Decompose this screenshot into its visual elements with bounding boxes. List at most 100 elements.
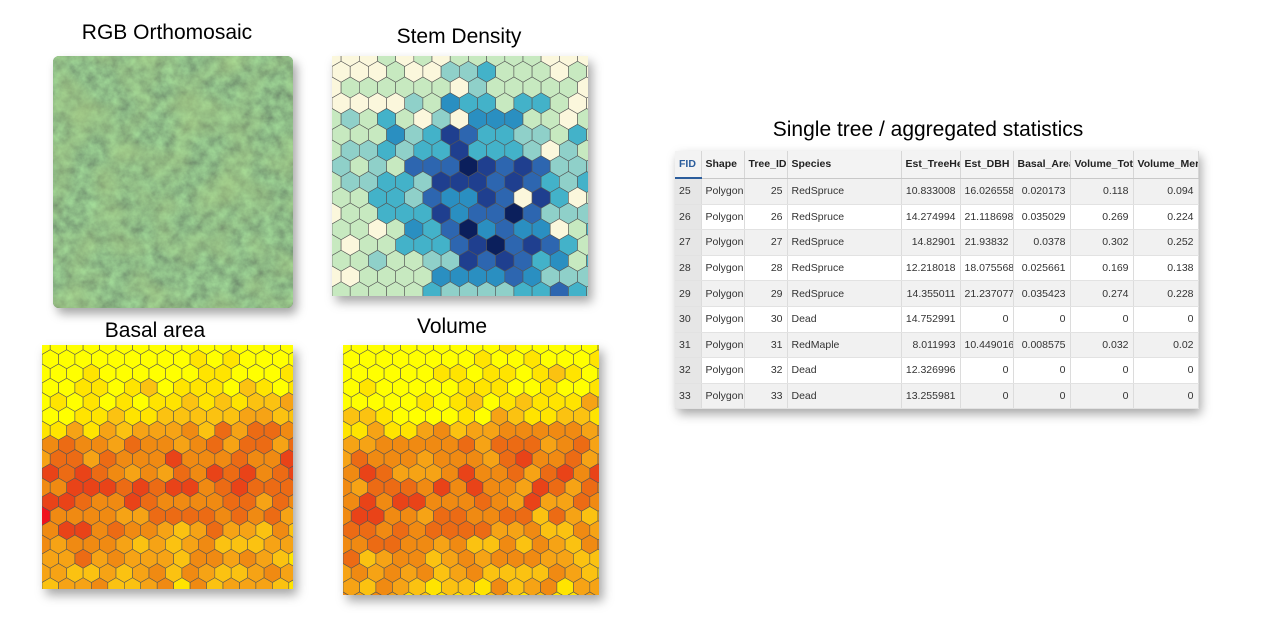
- cell-basal-area[interactable]: 0.020173: [1013, 178, 1071, 205]
- table-row[interactable]: 26 Polygon 26 RedSpruce 14.274994 21.118698 0.…: [675, 204, 1199, 231]
- cell-tree-id[interactable]: 27: [744, 229, 788, 256]
- cell-species[interactable]: Dead: [787, 306, 902, 333]
- cell-species[interactable]: RedSpruce: [787, 280, 902, 307]
- cell-fid[interactable]: 25: [675, 178, 702, 205]
- cell-tree-id[interactable]: 25: [744, 178, 788, 205]
- cell-fid[interactable]: 32: [675, 357, 702, 384]
- cell-tree-id[interactable]: 31: [744, 332, 788, 359]
- table-row[interactable]: 33 Polygon 33 Dead 13.255981 0 0 0 0: [675, 383, 1199, 410]
- column-header-tree-id[interactable]: Tree_ID: [744, 151, 788, 179]
- table-row[interactable]: 31 Polygon 31 RedMaple 8.011993 10.449016 0.00…: [675, 332, 1199, 359]
- cell-species[interactable]: Dead: [787, 383, 902, 410]
- column-header-species[interactable]: Species: [787, 151, 902, 179]
- cell-volume-tot[interactable]: 0.302: [1070, 229, 1134, 256]
- cell-est-dbh[interactable]: 16.026558: [960, 178, 1014, 205]
- cell-volume-mer[interactable]: 0: [1133, 306, 1199, 333]
- cell-est-treehe[interactable]: 12.326996: [901, 357, 961, 384]
- cell-basal-area[interactable]: 0.0378: [1013, 229, 1071, 256]
- cell-est-dbh[interactable]: 10.449016: [960, 332, 1014, 359]
- cell-basal-area[interactable]: 0.035029: [1013, 204, 1071, 231]
- cell-volume-mer[interactable]: 0.228: [1133, 280, 1199, 307]
- cell-shape[interactable]: Polygon: [701, 357, 745, 384]
- cell-volume-mer[interactable]: 0: [1133, 383, 1199, 410]
- cell-shape[interactable]: Polygon: [701, 255, 745, 282]
- cell-basal-area[interactable]: 0: [1013, 357, 1071, 384]
- cell-fid[interactable]: 27: [675, 229, 702, 256]
- cell-shape[interactable]: Polygon: [701, 383, 745, 410]
- cell-est-treehe[interactable]: 10.833008: [901, 178, 961, 205]
- cell-fid[interactable]: 28: [675, 255, 702, 282]
- cell-species[interactable]: RedSpruce: [787, 255, 902, 282]
- cell-volume-tot[interactable]: 0.274: [1070, 280, 1134, 307]
- cell-species[interactable]: RedSpruce: [787, 204, 902, 231]
- table-row[interactable]: 30 Polygon 30 Dead 14.752991 0 0 0 0: [675, 306, 1199, 333]
- cell-tree-id[interactable]: 32: [744, 357, 788, 384]
- cell-basal-area[interactable]: 0: [1013, 383, 1071, 410]
- cell-volume-tot[interactable]: 0.169: [1070, 255, 1134, 282]
- cell-est-dbh[interactable]: 21.237077: [960, 280, 1014, 307]
- cell-basal-area[interactable]: 0.008575: [1013, 332, 1071, 359]
- table-row[interactable]: 28 Polygon 28 RedSpruce 12.218018 18.075568 0.…: [675, 255, 1199, 282]
- cell-volume-mer[interactable]: 0.138: [1133, 255, 1199, 282]
- cell-volume-mer[interactable]: 0.252: [1133, 229, 1199, 256]
- cell-tree-id[interactable]: 29: [744, 280, 788, 307]
- cell-est-treehe[interactable]: 12.218018: [901, 255, 961, 282]
- cell-shape[interactable]: Polygon: [701, 332, 745, 359]
- cell-volume-tot[interactable]: 0.032: [1070, 332, 1134, 359]
- cell-est-dbh[interactable]: 0: [960, 357, 1014, 384]
- column-header-shape[interactable]: Shape: [701, 151, 745, 179]
- cell-tree-id[interactable]: 30: [744, 306, 788, 333]
- cell-est-treehe[interactable]: 14.274994: [901, 204, 961, 231]
- cell-est-dbh[interactable]: 21.93832: [960, 229, 1014, 256]
- column-header-fid[interactable]: FID: [675, 151, 702, 179]
- cell-species[interactable]: RedSpruce: [787, 178, 902, 205]
- cell-est-dbh[interactable]: 0: [960, 383, 1014, 410]
- cell-est-dbh[interactable]: 21.118698: [960, 204, 1014, 231]
- column-header-volume-tot[interactable]: Volume_Tot: [1070, 151, 1134, 179]
- cell-est-dbh[interactable]: 18.075568: [960, 255, 1014, 282]
- table-row[interactable]: 32 Polygon 32 Dead 12.326996 0 0 0 0: [675, 357, 1199, 384]
- cell-est-treehe[interactable]: 14.82901: [901, 229, 961, 256]
- cell-fid[interactable]: 33: [675, 383, 702, 410]
- cell-basal-area[interactable]: 0.025661: [1013, 255, 1071, 282]
- table-row[interactable]: 27 Polygon 27 RedSpruce 14.82901 21.93832 0.03…: [675, 229, 1199, 256]
- cell-fid[interactable]: 26: [675, 204, 702, 231]
- cell-tree-id[interactable]: 33: [744, 383, 788, 410]
- cell-shape[interactable]: Polygon: [701, 229, 745, 256]
- cell-tree-id[interactable]: 26: [744, 204, 788, 231]
- cell-tree-id[interactable]: 28: [744, 255, 788, 282]
- cell-est-treehe[interactable]: 8.011993: [901, 332, 961, 359]
- cell-shape[interactable]: Polygon: [701, 306, 745, 333]
- cell-basal-area[interactable]: 0.035423: [1013, 280, 1071, 307]
- cell-volume-tot[interactable]: 0.269: [1070, 204, 1134, 231]
- cell-shape[interactable]: Polygon: [701, 280, 745, 307]
- cell-volume-mer[interactable]: 0: [1133, 357, 1199, 384]
- cell-fid[interactable]: 31: [675, 332, 702, 359]
- cell-est-treehe[interactable]: 13.255981: [901, 383, 961, 410]
- cell-est-treehe[interactable]: 14.355011: [901, 280, 961, 307]
- table-row[interactable]: 25 Polygon 25 RedSpruce 10.833008 16.026558 0.…: [675, 178, 1199, 205]
- cell-species[interactable]: RedSpruce: [787, 229, 902, 256]
- column-header-basal-area[interactable]: Basal_Area: [1013, 151, 1071, 179]
- cell-volume-tot[interactable]: 0.118: [1070, 178, 1134, 205]
- column-header-est-treehe[interactable]: Est_TreeHe: [901, 151, 961, 179]
- cell-shape[interactable]: Polygon: [701, 178, 745, 205]
- column-header-volume-mer[interactable]: Volume_Mer: [1133, 151, 1199, 179]
- cell-volume-mer[interactable]: 0.094: [1133, 178, 1199, 205]
- cell-est-treehe[interactable]: 14.752991: [901, 306, 961, 333]
- cell-volume-tot[interactable]: 0: [1070, 357, 1134, 384]
- cell-fid[interactable]: 29: [675, 280, 702, 307]
- cell-species[interactable]: RedMaple: [787, 332, 902, 359]
- column-header-est-dbh[interactable]: Est_DBH: [960, 151, 1014, 179]
- cell-volume-tot[interactable]: 0: [1070, 306, 1134, 333]
- cell-fid[interactable]: 30: [675, 306, 702, 333]
- cell-volume-mer[interactable]: 0.02: [1133, 332, 1199, 359]
- cell-volume-tot[interactable]: 0: [1070, 383, 1134, 410]
- cell-est-dbh[interactable]: 0: [960, 306, 1014, 333]
- cell-basal-area[interactable]: 0: [1013, 306, 1071, 333]
- cell-species[interactable]: Dead: [787, 357, 902, 384]
- attribute-table[interactable]: FID Shape Tree_ID Species Est_TreeHe Est…: [675, 151, 1199, 410]
- table-row[interactable]: 29 Polygon 29 RedSpruce 14.355011 21.237077 0.…: [675, 280, 1199, 307]
- cell-shape[interactable]: Polygon: [701, 204, 745, 231]
- cell-volume-mer[interactable]: 0.224: [1133, 204, 1199, 231]
